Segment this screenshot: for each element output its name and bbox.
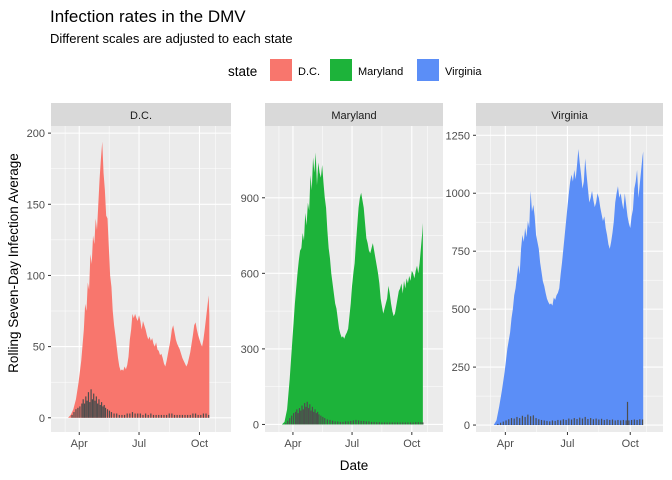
area-series-maryland xyxy=(281,152,423,425)
y-tick-label: 1000 xyxy=(446,188,470,200)
panel-strip-maryland xyxy=(265,103,443,126)
y-tick-label: 100 xyxy=(27,270,45,282)
y-tick-label: 0 xyxy=(253,419,259,431)
legend-key-virginia xyxy=(417,59,439,81)
panel-d-c: D.C. 0 50 100 150 200 Apr Jul Oct xyxy=(27,103,231,450)
x-tick-label: Oct xyxy=(403,438,420,450)
y-tick-label: 300 xyxy=(241,344,259,356)
panel-strip-virginia xyxy=(476,103,663,126)
x-tick-label: Oct xyxy=(622,438,639,450)
x-axis-label: Date xyxy=(340,458,369,473)
legend-label-d-c: D.C. xyxy=(298,66,320,78)
y-tick-label: 900 xyxy=(241,193,259,205)
panel-strip-label-maryland: Maryland xyxy=(331,110,376,122)
legend-key-d-c xyxy=(270,59,292,81)
y-tick-label: 750 xyxy=(452,246,470,258)
legend-title: state xyxy=(228,64,257,79)
y-tick-label: 600 xyxy=(241,268,259,280)
y-tick-label: 250 xyxy=(452,362,470,374)
chart-subtitle: Different scales are adjusted to each st… xyxy=(50,31,293,46)
facet-panels: D.C. 0 50 100 150 200 Apr Jul Oct Maryland 0 300 600… xyxy=(27,103,663,450)
panel-maryland: Maryland 0 300 600 900 Apr Jul Oct xyxy=(241,103,443,450)
y-axis-label: Rolling Seven-Day Infection Average xyxy=(6,153,21,373)
panel-strip-label-virginia: Virginia xyxy=(551,110,588,122)
x-tick-label: Apr xyxy=(71,438,88,450)
x-tick-label: Jul xyxy=(132,438,146,450)
area-series-d-c xyxy=(68,141,210,418)
legend-key-maryland xyxy=(330,59,352,81)
panel-strip-label-d-c: D.C. xyxy=(130,110,152,122)
x-tick-label: Apr xyxy=(284,438,301,450)
y-tick-label: 0 xyxy=(39,413,45,425)
chart-title: Infection rates in the DMV xyxy=(50,7,246,26)
x-tick-label: Oct xyxy=(191,438,208,450)
legend: state D.C. Maryland Virginia xyxy=(228,59,482,81)
y-tick-label: 150 xyxy=(27,199,45,211)
y-tick-label: 200 xyxy=(27,128,45,140)
y-tick-label: 500 xyxy=(452,304,470,316)
panel-virginia: Virginia 0 250 500 750 1000 1250 Apr Jul Oct xyxy=(446,103,663,450)
y-tick-label: 50 xyxy=(33,342,45,354)
x-tick-label: Apr xyxy=(497,438,514,450)
y-tick-label: 1250 xyxy=(446,130,470,142)
area-series-virginia xyxy=(493,149,644,426)
legend-label-maryland: Maryland xyxy=(358,66,403,78)
panel-strip-d-c xyxy=(51,103,231,126)
x-tick-label: Jul xyxy=(345,438,359,450)
legend-label-virginia: Virginia xyxy=(445,66,482,78)
x-tick-label: Jul xyxy=(560,438,574,450)
y-tick-label: 0 xyxy=(464,420,470,432)
